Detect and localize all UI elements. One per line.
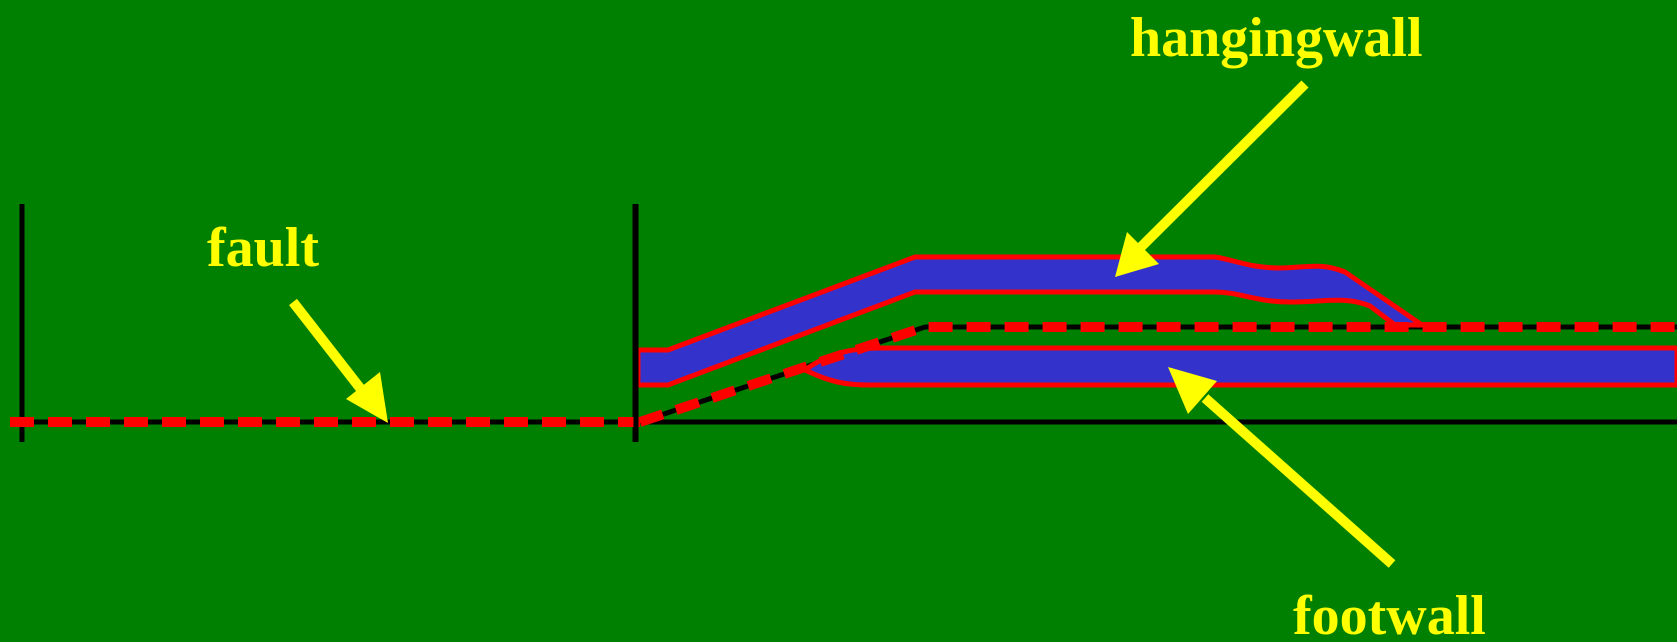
undeformed-panel xyxy=(10,204,640,442)
footwall-layer xyxy=(802,345,1677,388)
footwall-label: footwall xyxy=(1293,585,1486,642)
fault-arrow-shaft xyxy=(289,298,364,392)
deformed-panel xyxy=(633,204,1677,442)
footwall-arrow-shaft xyxy=(1201,394,1396,568)
footwall-arrow-head xyxy=(1168,367,1217,414)
hangingwall-arrow-head xyxy=(1115,232,1159,277)
fault-trace-dashed xyxy=(638,322,1677,427)
hangingwall-label: hangingwall xyxy=(1130,7,1423,69)
hangingwall-layer xyxy=(635,254,1425,388)
text-labels: hangingwall fault footwall xyxy=(207,7,1486,642)
annotation-arrows xyxy=(289,80,1396,568)
hangingwall-arrow-shaft xyxy=(1136,80,1309,252)
fault-label: fault xyxy=(207,217,319,279)
fault-arrow-head xyxy=(346,372,388,423)
